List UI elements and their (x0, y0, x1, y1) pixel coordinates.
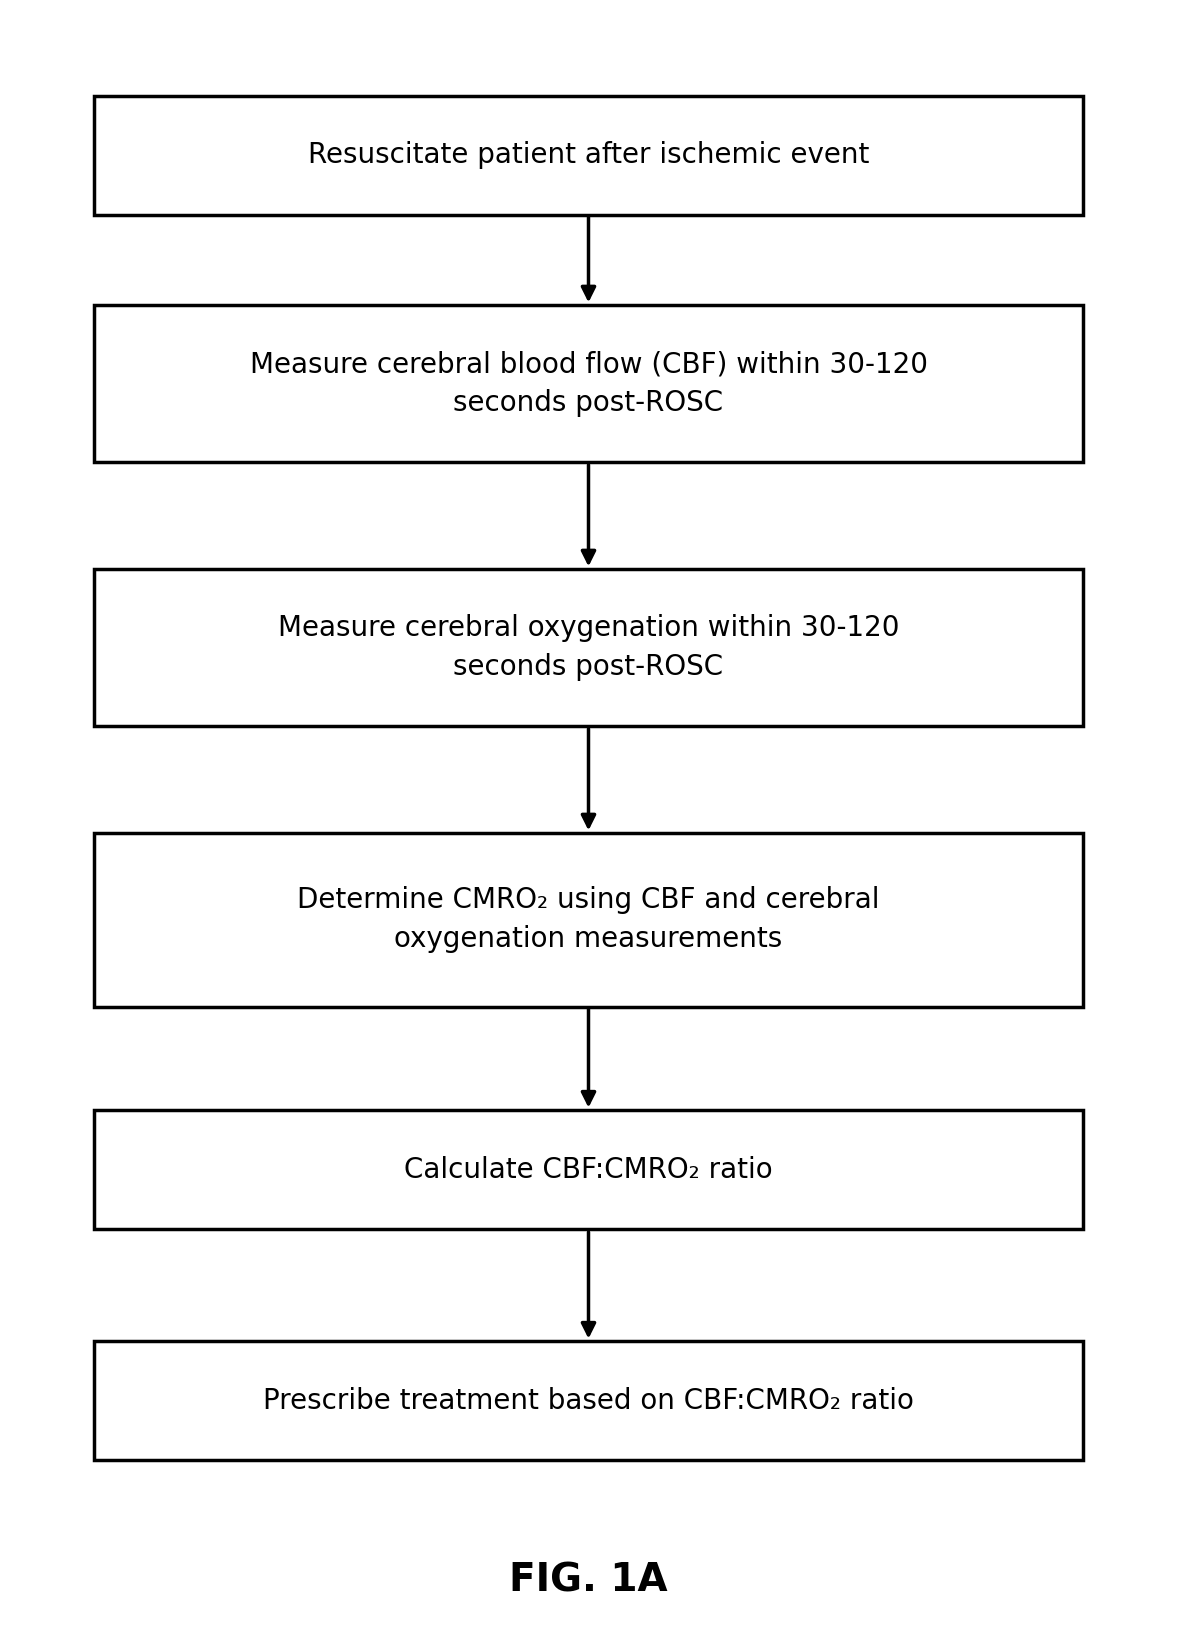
Text: Measure cerebral oxygenation within 30-120
seconds post-ROSC: Measure cerebral oxygenation within 30-1… (278, 614, 899, 681)
Bar (94, 833, 1083, 1006)
Bar (94, 305, 1083, 462)
Text: Measure cerebral blood flow (CBF) within 30-120
seconds post-ROSC: Measure cerebral blood flow (CBF) within… (250, 350, 927, 417)
Text: FIG. 1A: FIG. 1A (510, 1561, 667, 1600)
Bar (94, 96, 1083, 214)
Bar (94, 1341, 1083, 1460)
Text: Prescribe treatment based on CBF:CMRO₂ ratio: Prescribe treatment based on CBF:CMRO₂ r… (264, 1388, 913, 1414)
Text: Determine CMRO₂ using CBF and cerebral
oxygenation measurements: Determine CMRO₂ using CBF and cerebral o… (298, 886, 879, 954)
Bar (94, 1110, 1083, 1229)
Text: Resuscitate patient after ischemic event: Resuscitate patient after ischemic event (308, 142, 869, 168)
Bar (94, 569, 1083, 726)
Text: Calculate CBF:CMRO₂ ratio: Calculate CBF:CMRO₂ ratio (404, 1157, 773, 1183)
